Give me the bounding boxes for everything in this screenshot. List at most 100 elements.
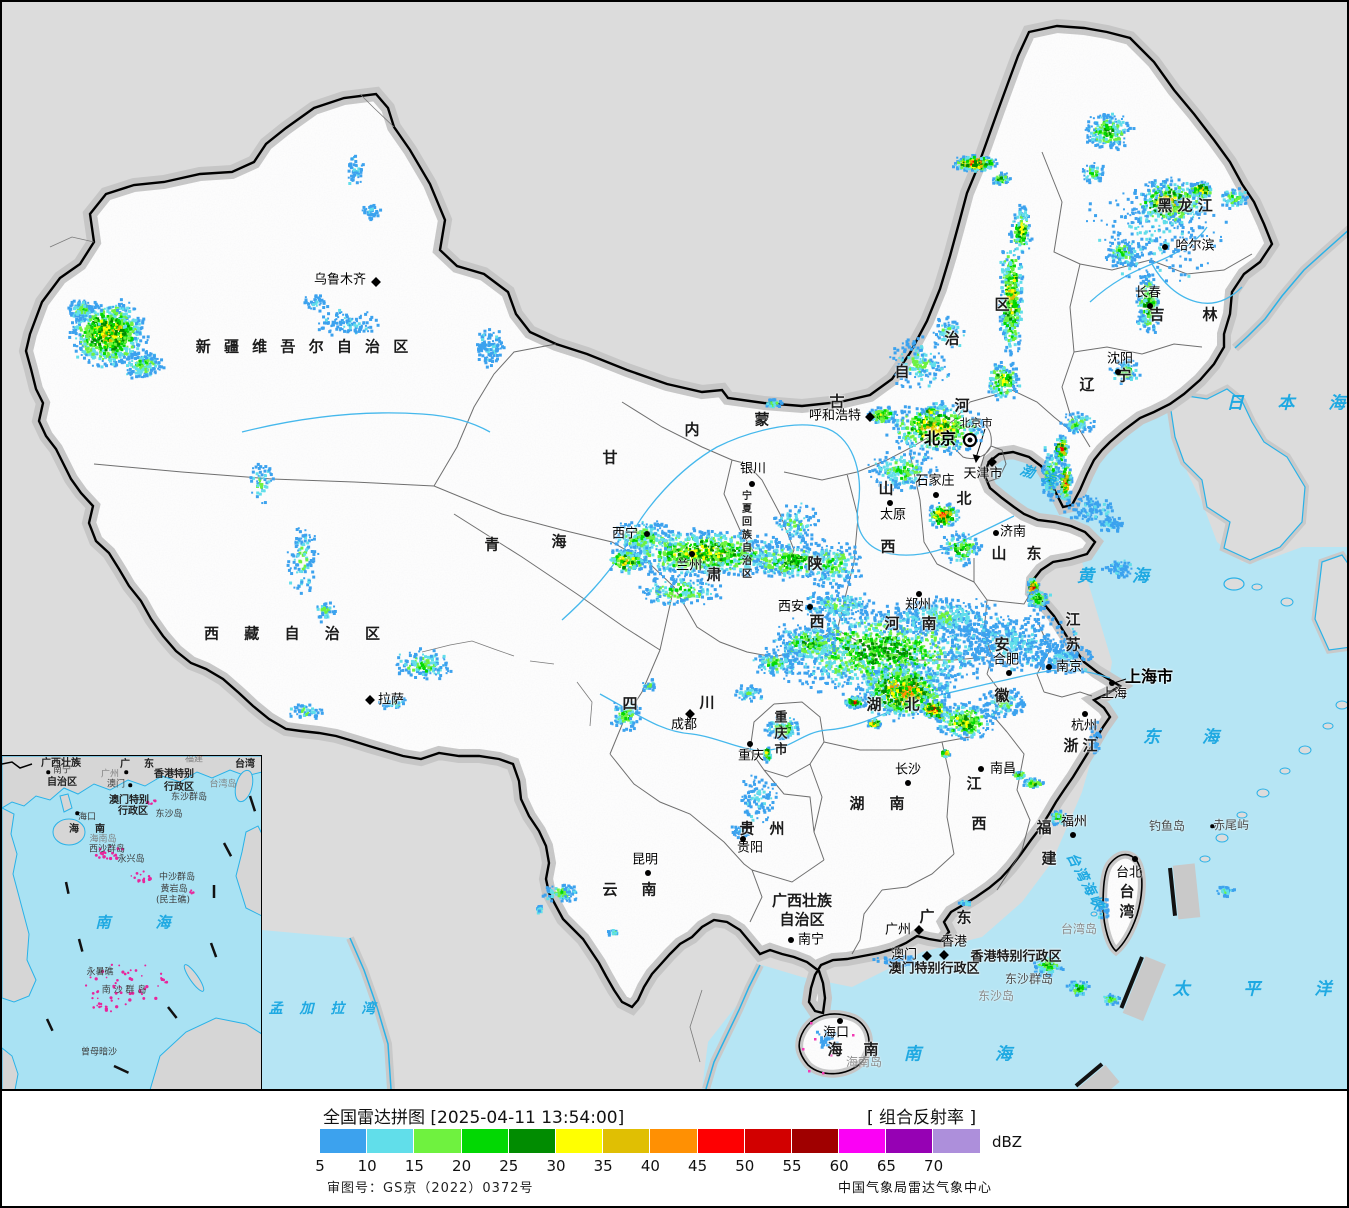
city-marker xyxy=(1046,664,1052,670)
city-marker xyxy=(749,481,755,487)
map-label: 自 xyxy=(894,362,910,381)
tick-label: 25 xyxy=(499,1157,519,1175)
map-label: 杭州 xyxy=(1070,718,1098,734)
map-label: 澳门 xyxy=(890,947,918,963)
tick-label: 60 xyxy=(829,1157,849,1175)
inset-label: 自治区 xyxy=(47,777,77,788)
map-label: 庆 xyxy=(774,726,788,742)
inset-label: (民主礁) xyxy=(155,895,191,906)
inset-label: 曾母暗沙 xyxy=(80,1047,118,1058)
map-label: 北京市 xyxy=(959,416,993,430)
inset-label: 广 xyxy=(120,759,130,770)
city-marker xyxy=(1210,824,1214,828)
map-label: 南宁 xyxy=(797,932,825,948)
map-label: 建 xyxy=(1041,849,1057,868)
map-label: 蒙 xyxy=(754,410,770,429)
inset-label: 海口 xyxy=(77,812,97,823)
color-scale-ticks: 5 10 15 20 25 30 35 40 45 50 55 60 65 70 xyxy=(2,1157,1347,1175)
inset-leizhou xyxy=(59,793,73,813)
inset-city-marker xyxy=(75,811,79,815)
city-marker xyxy=(1109,680,1115,686)
map-label: 吉 xyxy=(1149,305,1165,324)
city-marker xyxy=(689,551,695,557)
city-marker xyxy=(1147,303,1153,309)
city-marker xyxy=(1006,670,1012,676)
inset-label: 黄岩岛 xyxy=(160,884,188,895)
map-label: 辽 xyxy=(1079,375,1095,394)
map-label: 江 xyxy=(1065,610,1081,629)
map-label: 银川 xyxy=(739,461,767,477)
inset-label: 行政区 xyxy=(118,806,148,817)
map-label: 哈尔滨 xyxy=(1175,238,1215,254)
inset-label: 台湾岛 xyxy=(209,779,237,790)
inset-luzon xyxy=(235,825,261,917)
map-label: 区 xyxy=(742,569,752,580)
color-swatch xyxy=(933,1129,981,1153)
color-swatch xyxy=(744,1129,792,1153)
map-label: 湖 xyxy=(866,695,882,714)
map-label: 市 xyxy=(774,742,788,758)
inset-city-marker xyxy=(124,770,128,774)
map-label: 东 xyxy=(956,908,972,927)
map-label: 台 xyxy=(1119,882,1135,901)
map-label: 东 海 xyxy=(1143,727,1237,748)
map-label: 自 xyxy=(742,543,752,554)
map-label: 上海 xyxy=(1100,686,1128,702)
map-label: 西安 xyxy=(777,599,805,615)
agency-credit: 中国气象局雷达气象中心 xyxy=(838,1181,993,1196)
map-label: 河 xyxy=(884,614,900,633)
map-label: 黑 龙 江 xyxy=(1157,196,1213,215)
city-marker xyxy=(939,950,949,960)
map-label: 重庆 xyxy=(737,748,765,764)
inset-label: 广州 xyxy=(100,769,120,780)
map-label: 西 xyxy=(971,814,987,833)
map-label: 北京 xyxy=(923,429,957,448)
inset-label: 西沙群岛 xyxy=(88,844,126,855)
map-label: 治 xyxy=(944,329,960,348)
map-label: 广州 xyxy=(884,922,912,938)
tick-label: 5 xyxy=(315,1157,325,1175)
color-swatch xyxy=(508,1129,556,1153)
inset-label: 东沙群岛 xyxy=(170,792,208,803)
map-label: 南 xyxy=(641,880,657,899)
map-label: 拉萨 xyxy=(377,692,405,708)
map-label: 海 xyxy=(827,1040,843,1059)
map-approval-number: 审图号：GS京（2022）0372号 xyxy=(327,1181,534,1196)
map-label: 云 xyxy=(602,880,618,899)
map-label: 古 xyxy=(829,392,845,411)
map-label: 上海市 xyxy=(1124,667,1174,686)
tick-label: 45 xyxy=(688,1157,708,1175)
city-marker xyxy=(1070,832,1076,838)
tick-label: 70 xyxy=(924,1157,944,1175)
map-label: 东 xyxy=(1026,544,1042,563)
map-label: 石家庄 xyxy=(915,473,955,489)
map-label: 宁 xyxy=(742,491,752,502)
color-swatch xyxy=(367,1129,415,1153)
color-swatch xyxy=(414,1129,462,1153)
map-label: 北 xyxy=(956,489,972,508)
map-label: 苏 xyxy=(1065,635,1081,654)
tick-label: 40 xyxy=(640,1157,660,1175)
map-label: 广西壮族 xyxy=(771,891,833,910)
map-label: 内 xyxy=(684,420,700,439)
map-label: 海 xyxy=(551,532,567,551)
map-label: 西 xyxy=(880,537,896,556)
map-label: 重 xyxy=(774,710,788,726)
city-marker xyxy=(978,766,984,772)
map-label: 沈阳 xyxy=(1106,351,1134,367)
map-label: 香港特别行政区 xyxy=(970,949,1062,965)
tick-label: 35 xyxy=(593,1157,613,1175)
map-label: 北 xyxy=(904,695,920,714)
map-label: 济南 xyxy=(999,524,1027,540)
map-label: 渤 海 xyxy=(1018,462,1060,490)
map-label: 河 xyxy=(954,396,970,415)
inset-map xyxy=(2,756,261,1089)
inset-label: 海 xyxy=(155,913,175,932)
map-label: 台北 xyxy=(1115,865,1143,881)
map-label: 香港 xyxy=(940,934,968,950)
map-label: 台湾岛 xyxy=(1060,922,1098,936)
tick-label: 55 xyxy=(782,1157,802,1175)
city-marker xyxy=(987,457,997,467)
color-swatch xyxy=(839,1129,887,1153)
city-marker xyxy=(887,500,893,506)
